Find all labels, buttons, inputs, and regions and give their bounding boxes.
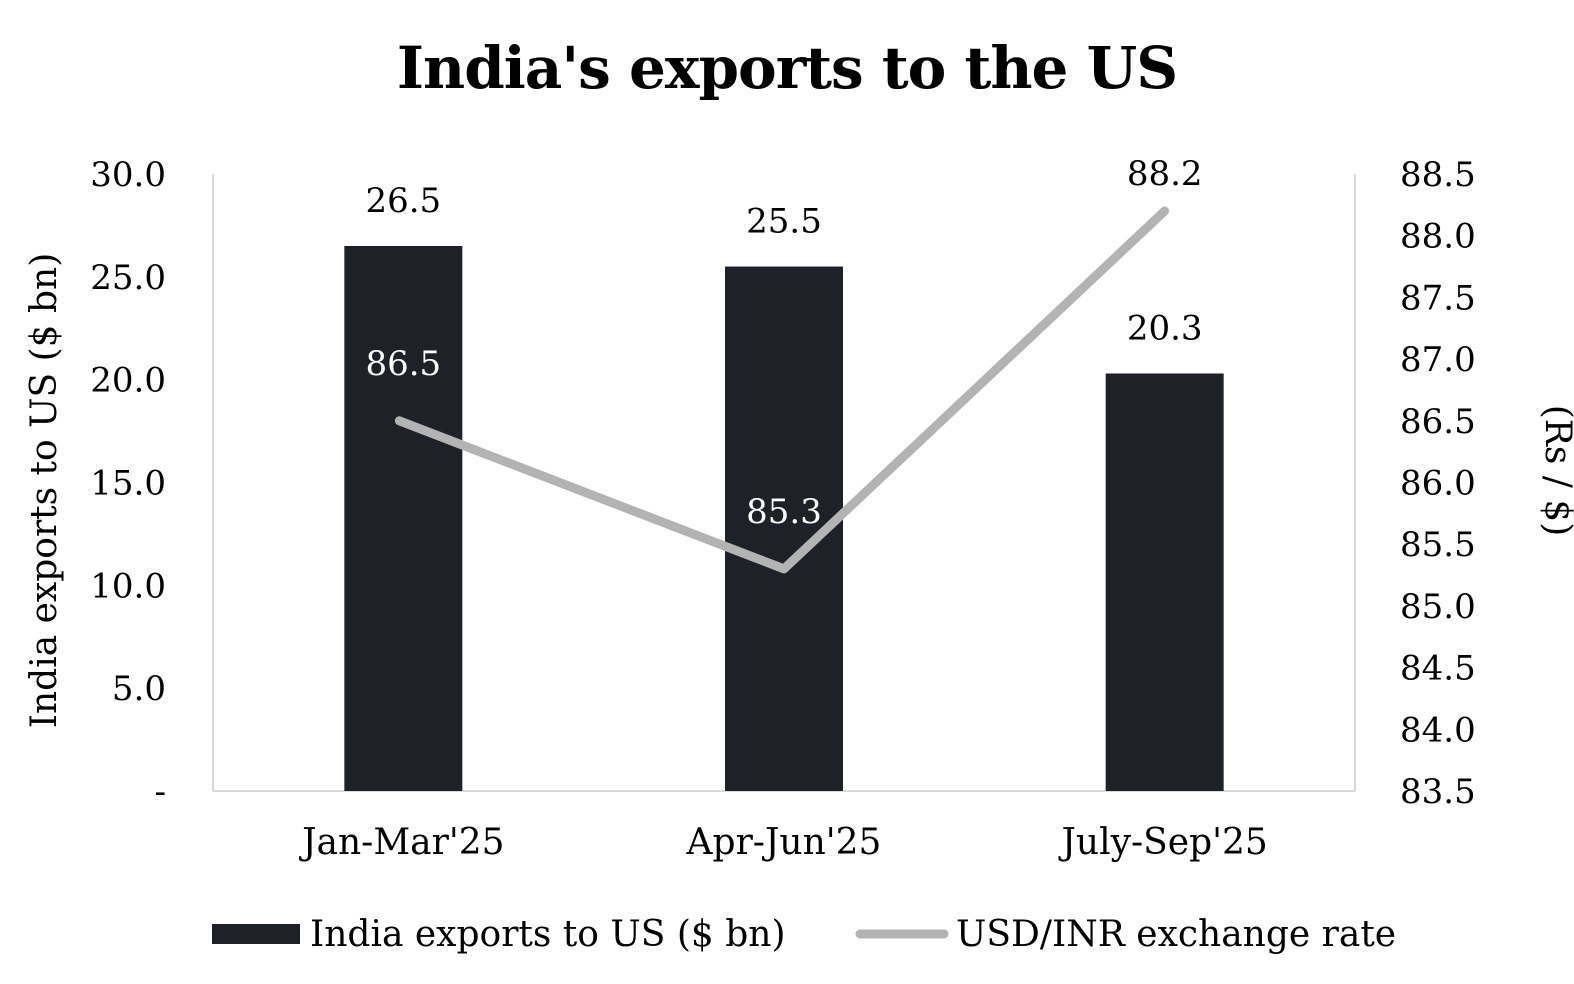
- left-tick-label: 5.0: [112, 669, 166, 709]
- bar: [1105, 373, 1224, 791]
- line-series: [394, 206, 1170, 574]
- legend-bar-swatch: [212, 924, 300, 944]
- chart-title: India's exports to the US: [396, 34, 1178, 102]
- right-tick-label: 83.5: [1400, 772, 1476, 812]
- bar-data-label: 20.3: [1127, 308, 1203, 348]
- left-tick-label: 25.0: [90, 258, 166, 298]
- right-tick-label: 85.0: [1400, 587, 1476, 627]
- right-tick-label: 88.5: [1400, 155, 1476, 195]
- legend-bar-label: India exports to US ($ bn): [310, 914, 786, 955]
- left-tick-label: -: [155, 772, 167, 812]
- right-tick-label: 84.0: [1400, 710, 1476, 750]
- bar: [344, 245, 463, 791]
- x-tick-label: July-Sep'25: [1057, 822, 1267, 863]
- legend-line-label: USD/INR exchange rate: [956, 914, 1396, 955]
- bar-data-label: 26.5: [365, 181, 441, 221]
- right-tick-label: 86.5: [1400, 402, 1476, 442]
- right-tick-label: 86.0: [1400, 464, 1476, 504]
- left-axis-title: India exports to US ($ bn): [24, 253, 65, 729]
- line-data-label: 86.5: [365, 344, 441, 384]
- left-tick-label: 20.0: [90, 361, 166, 401]
- left-tick-label: 15.0: [90, 464, 166, 504]
- line-data-label: 88.2: [1127, 154, 1203, 194]
- right-axis-title: (Rs / $): [1537, 405, 1574, 537]
- right-tick-label: 85.5: [1400, 525, 1476, 565]
- right-tick-label: 84.5: [1400, 649, 1476, 689]
- left-tick-label: 10.0: [90, 566, 166, 606]
- right-tick-label: 88.0: [1400, 217, 1476, 257]
- right-tick-label: 87.0: [1400, 340, 1476, 380]
- bar-data-label: 25.5: [746, 202, 822, 242]
- left-tick-label: 30.0: [90, 155, 166, 195]
- x-tick-label: Apr-Jun'25: [686, 822, 882, 863]
- x-tick-label: Jan-Mar'25: [298, 822, 504, 863]
- line-data-label: 85.3: [746, 492, 822, 532]
- right-tick-label: 87.5: [1400, 278, 1476, 318]
